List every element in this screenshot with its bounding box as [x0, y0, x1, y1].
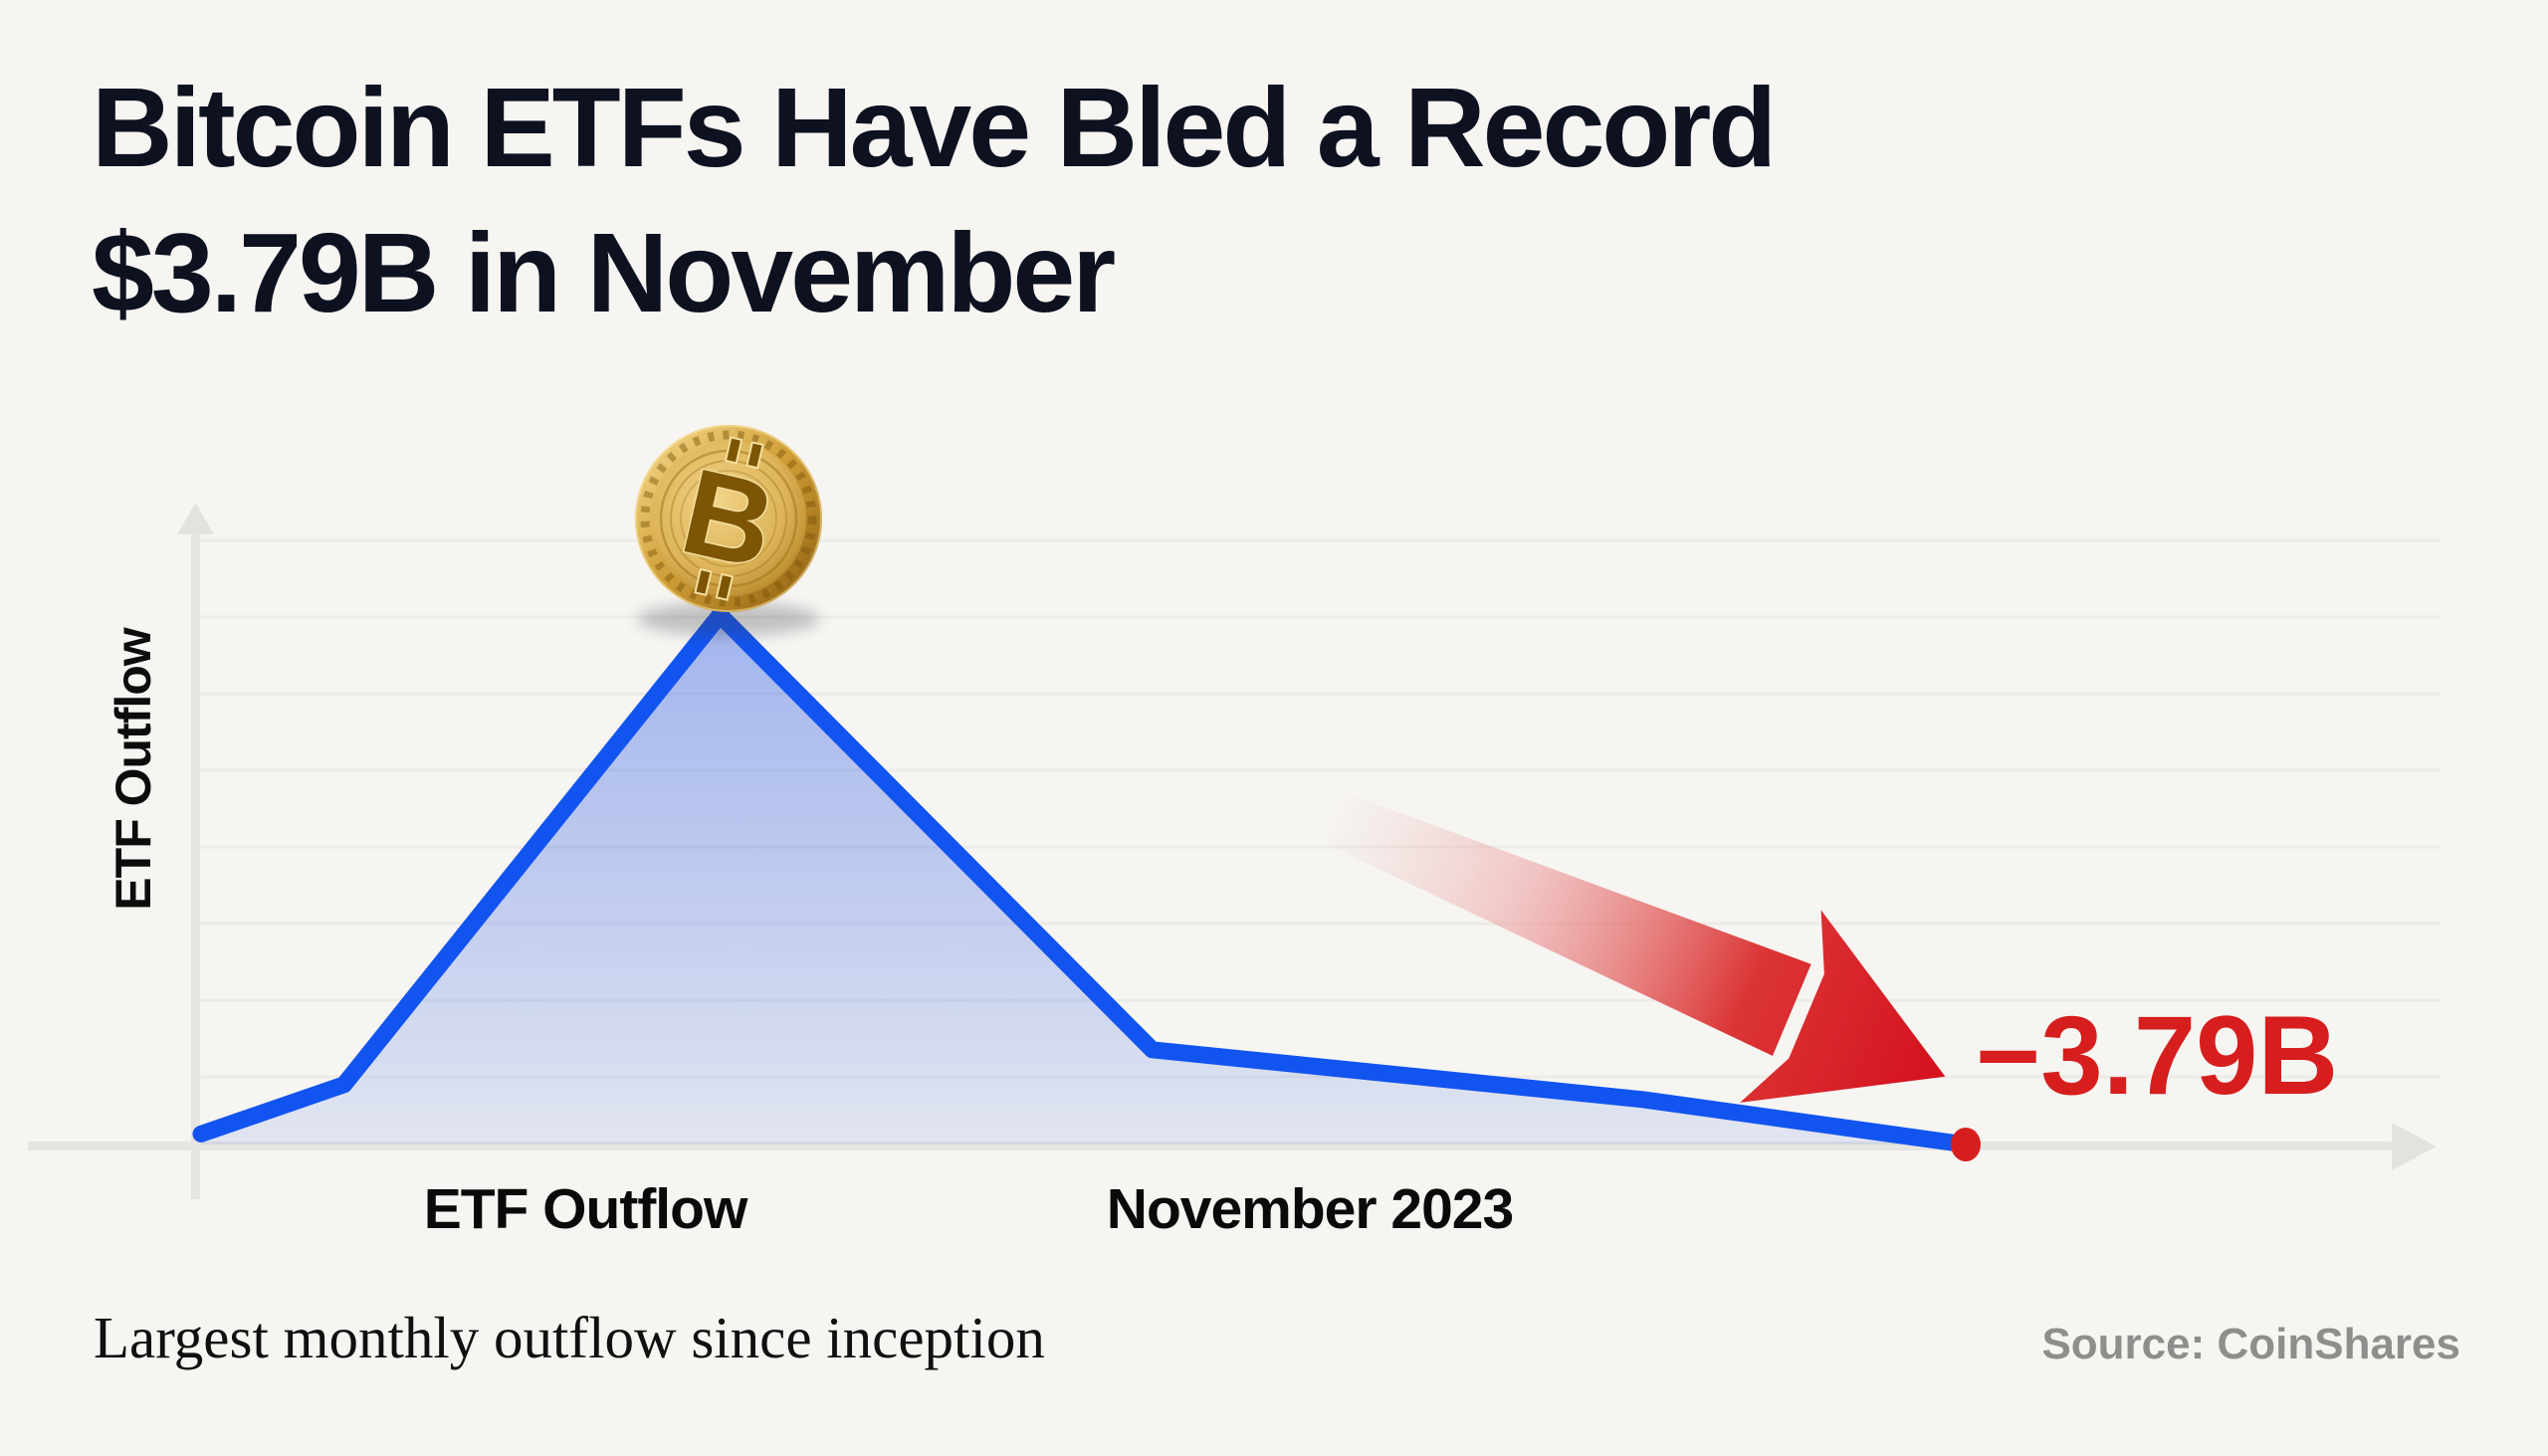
x-axis-label-etf-outflow: ETF Outflow — [423, 1177, 748, 1241]
outflow-line — [192, 606, 1975, 1153]
x-axis — [28, 1123, 2437, 1170]
page-title-line1: Bitcoin ETFs Have Bled a Record — [92, 65, 1777, 190]
end-point-marker — [1951, 1128, 1981, 1161]
y-axis-label: ETF Outflow — [106, 628, 161, 911]
source-credit: Source: CoinShares — [2041, 1320, 2460, 1368]
page-title: Bitcoin ETFs Have Bled a Record $3.79B i… — [92, 56, 2381, 346]
end-value-label: −3.79B — [1976, 993, 2339, 1118]
y-axis-arrow-icon — [177, 503, 214, 534]
x-axis-label-november-2023: November 2023 — [1106, 1177, 1514, 1241]
page-title-line2: $3.79B in November — [92, 209, 1116, 335]
chart-subtitle: Largest monthly outflow since inception — [94, 1305, 1045, 1370]
decline-arrow-icon — [1315, 789, 1946, 1103]
x-axis-arrow-icon — [2392, 1123, 2437, 1170]
bitcoin-coin-icon: B — [635, 425, 822, 636]
outflow-area-fill — [201, 615, 1966, 1144]
y-axis — [177, 503, 214, 1199]
